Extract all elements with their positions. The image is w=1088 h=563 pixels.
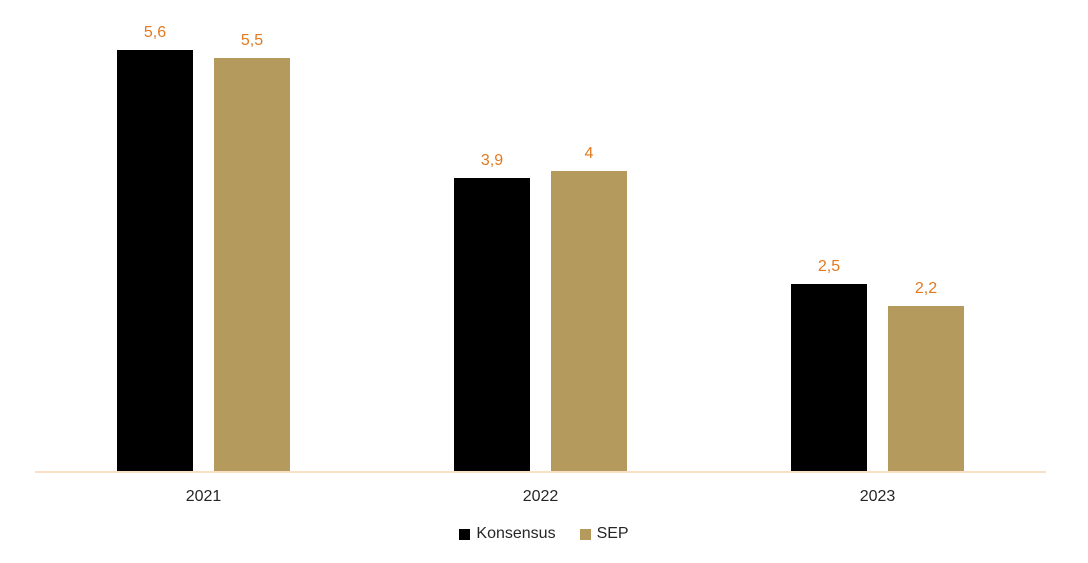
- legend-item-konsensus: Konsensus: [459, 524, 556, 544]
- legend-swatch-icon: [459, 528, 471, 540]
- legend-swatch-icon: [579, 528, 591, 540]
- bar-sep-2022: [551, 171, 627, 472]
- bar-sep-2023: [888, 306, 964, 472]
- x-axis-label-2021: 2021: [185, 488, 222, 505]
- x-axis-label-2023: 2023: [859, 488, 896, 505]
- x-axis-label-2022: 2022: [522, 488, 559, 505]
- bar-sep-2021: [214, 58, 290, 472]
- bar-konsensus-2022: [454, 178, 530, 472]
- chart-legend: Konsensus SEP: [0, 524, 1088, 544]
- legend-item-sep: SEP: [579, 524, 629, 544]
- legend-label: Konsensus: [476, 525, 556, 542]
- bar-konsensus-2021: [117, 50, 193, 472]
- x-axis-line: [35, 471, 1046, 473]
- data-label-konsensus-2023: 2,5: [817, 258, 841, 275]
- data-label-konsensus-2021: 5,6: [143, 24, 167, 41]
- bar-konsensus-2023: [791, 284, 867, 472]
- data-label-sep-2021: 5,5: [240, 32, 264, 49]
- data-label-konsensus-2022: 3,9: [480, 152, 504, 169]
- data-label-sep-2023: 2,2: [914, 280, 938, 297]
- data-label-sep-2022: 4: [584, 145, 594, 162]
- legend-label: SEP: [596, 525, 629, 542]
